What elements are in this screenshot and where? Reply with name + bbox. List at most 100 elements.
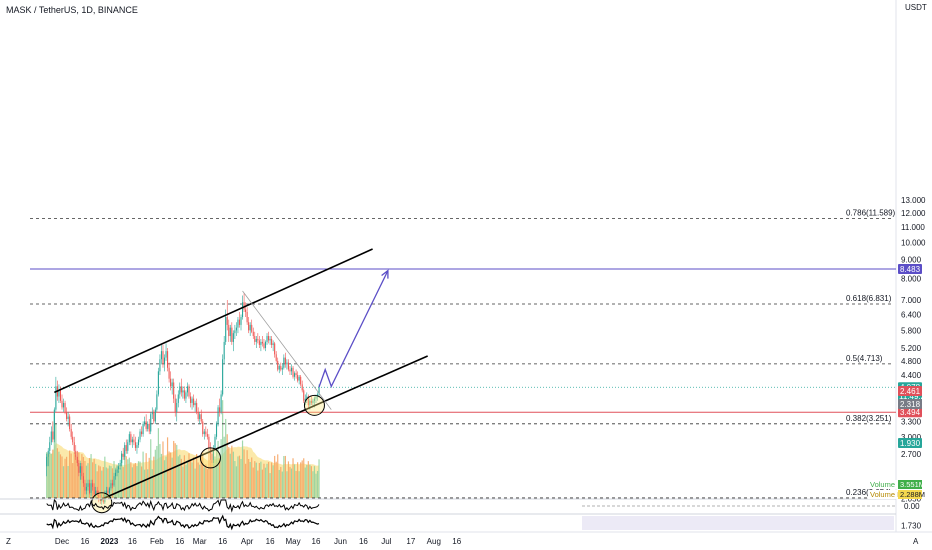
- candle-body: [113, 476, 115, 486]
- volume-bar: [260, 461, 262, 498]
- candle-body: [241, 302, 244, 318]
- volume-bar: [76, 459, 78, 498]
- volume-bar: [226, 434, 228, 498]
- volume-bar: [150, 439, 152, 498]
- volume-bar: [180, 458, 182, 498]
- volume-bar: [306, 464, 308, 498]
- volume-bar: [310, 466, 312, 498]
- volume-bar: [205, 464, 207, 498]
- auto-scale-icon: A: [913, 537, 919, 546]
- candle-body: [64, 402, 66, 412]
- volume-bar: [162, 441, 164, 498]
- price-tick-label: 6.400: [901, 310, 922, 319]
- price-tick-label: 2.700: [901, 450, 922, 459]
- volume-bar: [52, 449, 54, 498]
- candle-body: [174, 398, 176, 412]
- volume-bar: [153, 456, 155, 498]
- circled-low: [199, 447, 221, 469]
- volume-bar: [154, 449, 156, 498]
- candle-body: [220, 394, 222, 412]
- volume-bar: [179, 454, 181, 498]
- volume-bar: [173, 440, 175, 498]
- candle-body: [278, 366, 280, 370]
- volume-bar: [197, 462, 199, 498]
- candle-body: [252, 331, 254, 337]
- fib-level-label: 0.5(4.713): [846, 354, 883, 363]
- price-tick-label: 5.200: [901, 344, 922, 353]
- volume-bar: [191, 462, 193, 498]
- time-tick-label: Apr: [241, 537, 254, 546]
- candle-body: [266, 336, 268, 342]
- candle-body: [133, 439, 135, 443]
- candle-body: [179, 386, 181, 395]
- volume-bar: [252, 467, 254, 498]
- volume-bar: [261, 469, 264, 498]
- volume-bar: [200, 456, 202, 498]
- volume-bar: [246, 450, 248, 498]
- volume-bar: [170, 452, 172, 498]
- volume-bar: [199, 464, 201, 498]
- time-tick-label: 16: [175, 537, 184, 546]
- time-tick-label: Mar: [193, 537, 207, 546]
- candle-body: [142, 423, 144, 435]
- candle-body: [62, 402, 65, 408]
- candle-body: [96, 490, 98, 495]
- price-tag-countdown: 11:49:25: [899, 392, 930, 401]
- candle-body: [248, 322, 250, 331]
- candle-body: [177, 394, 179, 403]
- candle-body: [59, 390, 62, 401]
- price-tick-label: 9.000: [901, 255, 922, 264]
- candle-body: [78, 463, 80, 473]
- volume-bar: [235, 466, 238, 498]
- candle-body: [171, 382, 173, 387]
- candle-body: [52, 431, 54, 440]
- time-axis[interactable]: Dec 16 2023 16 Feb 16 Mar 16 Apr 16 May 16 Jun 16 Jul 1…: [0, 531, 932, 546]
- candle-body: [197, 411, 199, 419]
- volume-bar: [107, 468, 109, 498]
- volume-bar: [50, 453, 52, 498]
- volume-bar: [189, 460, 192, 498]
- volume-bar: [254, 461, 256, 498]
- candle-body: [245, 309, 247, 312]
- candle-body: [58, 390, 60, 397]
- volume-bar: [137, 461, 140, 498]
- volume-bar: [72, 463, 74, 498]
- candle-body: [215, 423, 218, 437]
- volume-bar: [304, 467, 306, 498]
- indicator-panes: [0, 498, 896, 533]
- candle-body: [225, 317, 227, 342]
- volume-bar: [266, 463, 268, 498]
- volume-bar: [238, 455, 241, 498]
- volume-bar: [203, 467, 205, 498]
- chart-title: MASK / TetherUS, 1D, BINANCE: [6, 5, 138, 15]
- candle-body: [61, 400, 63, 408]
- time-tick-label: Jul: [381, 537, 391, 546]
- volume-bar: [280, 466, 282, 498]
- time-tick-label: 16: [80, 537, 89, 546]
- legend-value: 2.288M: [900, 490, 925, 499]
- volume-bar: [70, 453, 72, 498]
- volume-bar: [297, 462, 299, 498]
- candle-body: [272, 343, 274, 345]
- volume-bar: [307, 461, 309, 498]
- candle-body: [232, 333, 234, 342]
- candle-body: [162, 351, 164, 365]
- volume-bar: [159, 444, 161, 498]
- candle-body: [93, 486, 95, 495]
- candle-body: [310, 400, 312, 403]
- candle-body: [269, 338, 271, 341]
- volume-bar: [56, 448, 59, 498]
- downtrend-line: [242, 290, 332, 410]
- candle-body: [281, 367, 283, 370]
- time-tick-label: 16: [266, 537, 275, 546]
- volume-bar: [287, 461, 290, 498]
- legend-label: Volume MA: [870, 490, 908, 499]
- candle-body: [153, 411, 155, 422]
- candle-body: [243, 302, 245, 310]
- volume-bar: [315, 473, 317, 498]
- price-tag-value: 1.930: [900, 439, 921, 448]
- time-tick-label: Aug: [427, 537, 441, 546]
- candle-body: [128, 434, 130, 443]
- price-tag: [898, 386, 922, 396]
